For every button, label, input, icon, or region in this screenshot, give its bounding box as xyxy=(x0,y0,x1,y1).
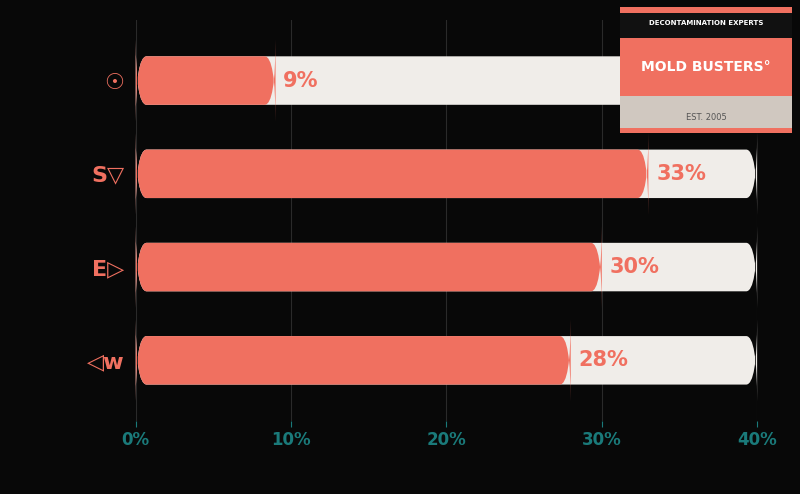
Bar xyxy=(620,96,792,127)
FancyBboxPatch shape xyxy=(136,133,648,215)
FancyBboxPatch shape xyxy=(136,40,757,122)
Text: DECONTAMINATION EXPERTS: DECONTAMINATION EXPERTS xyxy=(649,20,763,26)
FancyBboxPatch shape xyxy=(136,133,757,215)
FancyBboxPatch shape xyxy=(136,40,275,122)
Text: MOLD BUSTERS°: MOLD BUSTERS° xyxy=(641,60,771,74)
FancyBboxPatch shape xyxy=(136,226,602,308)
Text: 30%: 30% xyxy=(610,257,659,277)
FancyBboxPatch shape xyxy=(136,319,570,401)
Text: 33%: 33% xyxy=(656,164,706,184)
Bar xyxy=(620,13,792,39)
Text: EST. 2005: EST. 2005 xyxy=(686,113,726,122)
FancyBboxPatch shape xyxy=(136,319,757,401)
FancyBboxPatch shape xyxy=(136,226,757,308)
Text: 28%: 28% xyxy=(578,350,628,370)
Text: 9%: 9% xyxy=(283,71,319,90)
